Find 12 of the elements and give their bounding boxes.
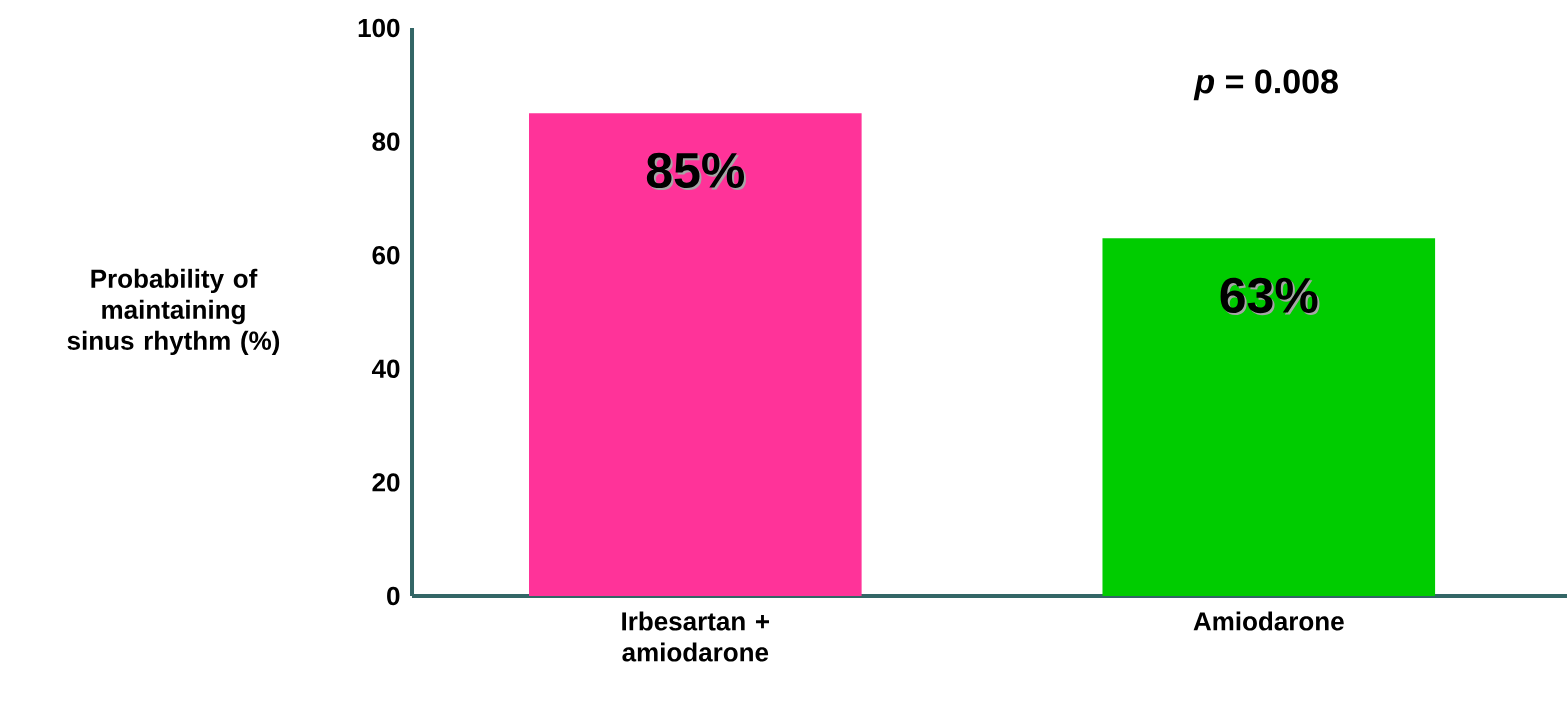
y-tick-label: 60 — [372, 245, 400, 265]
x-tick-label: Amiodarone — [1193, 611, 1344, 631]
data-label: 85% — [646, 152, 745, 189]
y-tick-label: 20 — [372, 473, 400, 492]
y-tick-label: 40 — [371, 359, 400, 378]
y-tick-label: 100 — [358, 18, 400, 38]
x-tick-label: Irbesartan + amiodarone — [622, 611, 770, 662]
y-axis-title: Probability of maintaining sinus rhythm (%) — [67, 268, 280, 356]
data-label: 63% — [1220, 277, 1318, 314]
y-tick-label: 80 — [372, 132, 400, 151]
annotation: p = 0.008 — [1193, 69, 1338, 101]
y-tick-label: 0 — [387, 586, 400, 606]
